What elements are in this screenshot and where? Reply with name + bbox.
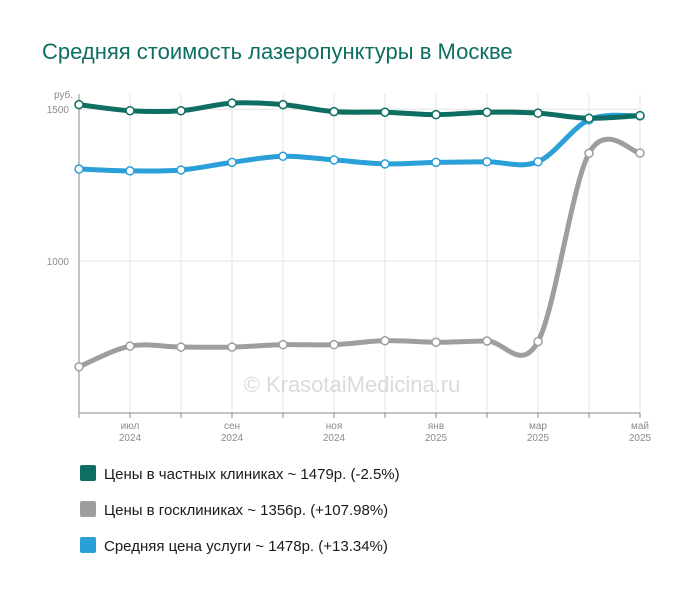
x-tick-month: мар <box>529 421 547 432</box>
data-point[interactable] <box>176 165 186 175</box>
data-point[interactable] <box>635 148 645 158</box>
series-1 <box>74 98 645 124</box>
data-point[interactable] <box>431 109 441 120</box>
data-point[interactable] <box>584 148 594 158</box>
data-point[interactable] <box>125 105 135 116</box>
data-point[interactable] <box>329 155 339 165</box>
data-point[interactable] <box>125 166 135 176</box>
legend-item-3[interactable]: Средняя цена услуги ~ 1478р. (+13.34%) <box>80 537 388 555</box>
data-point[interactable] <box>329 339 339 350</box>
data-point[interactable] <box>482 336 492 346</box>
x-tick-month: янв <box>428 421 444 432</box>
legend-swatch <box>80 501 96 517</box>
grid <box>78 94 641 418</box>
data-point[interactable] <box>329 106 339 117</box>
x-axis-ticks: июл2024сен2024ноя2024янв2025мар2025май20… <box>119 421 652 444</box>
data-point[interactable] <box>278 339 288 350</box>
y-tick-label: 1000 <box>47 257 70 268</box>
y-axis-ticks: 1000 1500 <box>47 105 70 268</box>
data-point[interactable] <box>176 105 186 116</box>
y-axis-unit: руб. <box>54 89 73 101</box>
legend-swatch <box>80 537 96 553</box>
x-tick-month: май <box>631 421 649 432</box>
legend: Цены в частных клиниках ~ 1479р. (-2.5%)… <box>80 465 400 555</box>
y-tick-label: 1500 <box>47 105 70 116</box>
x-tick-year: 2024 <box>221 433 244 444</box>
data-point[interactable] <box>380 335 390 346</box>
legend-label: Цены в частных клиниках ~ 1479р. (-2.5%) <box>104 466 400 483</box>
data-point[interactable] <box>227 342 237 352</box>
watermark: © KrasotaiMedicina.ru <box>244 372 461 397</box>
data-point[interactable] <box>482 107 492 117</box>
series-line <box>76 136 643 370</box>
data-point[interactable] <box>533 336 543 347</box>
chart-title: Средняя стоимость лазеропунктуры в Москв… <box>42 39 513 64</box>
series-group <box>74 98 645 372</box>
data-point[interactable] <box>74 164 84 174</box>
x-tick-year: 2025 <box>629 433 652 444</box>
data-point[interactable] <box>635 110 645 121</box>
x-tick-year: 2024 <box>323 433 346 444</box>
data-point[interactable] <box>431 337 441 347</box>
x-tick-month: ноя <box>326 421 343 432</box>
data-point[interactable] <box>584 113 594 124</box>
data-point[interactable] <box>380 107 390 117</box>
legend-swatch <box>80 465 96 481</box>
x-tick-year: 2024 <box>119 433 142 444</box>
data-point[interactable] <box>431 157 441 168</box>
x-tick-year: 2025 <box>527 433 550 444</box>
x-tick-month: сен <box>224 421 240 432</box>
x-tick-year: 2025 <box>425 433 448 444</box>
series-line <box>76 100 643 121</box>
legend-label: Цены в госклиниках ~ 1356р. (+107.98%) <box>104 502 388 519</box>
data-point[interactable] <box>125 341 135 351</box>
data-point[interactable] <box>176 342 186 352</box>
data-point[interactable] <box>227 98 237 108</box>
legend-item-2[interactable]: Цены в госклиниках ~ 1356р. (+107.98%) <box>80 501 388 519</box>
data-point[interactable] <box>380 159 390 169</box>
data-point[interactable] <box>227 157 237 168</box>
data-point[interactable] <box>482 156 492 167</box>
data-point[interactable] <box>74 99 84 110</box>
data-point[interactable] <box>278 151 288 162</box>
series-2 <box>74 136 645 372</box>
data-point[interactable] <box>74 362 84 372</box>
series-3 <box>74 111 645 176</box>
legend-item-1[interactable]: Цены в частных клиниках ~ 1479р. (-2.5%) <box>80 465 400 483</box>
data-point[interactable] <box>533 108 543 118</box>
data-point[interactable] <box>278 99 288 110</box>
data-point[interactable] <box>533 156 543 167</box>
legend-label: Средняя цена услуги ~ 1478р. (+13.34%) <box>104 538 388 555</box>
x-tick-month: июл <box>121 421 140 432</box>
series-line <box>76 112 643 174</box>
